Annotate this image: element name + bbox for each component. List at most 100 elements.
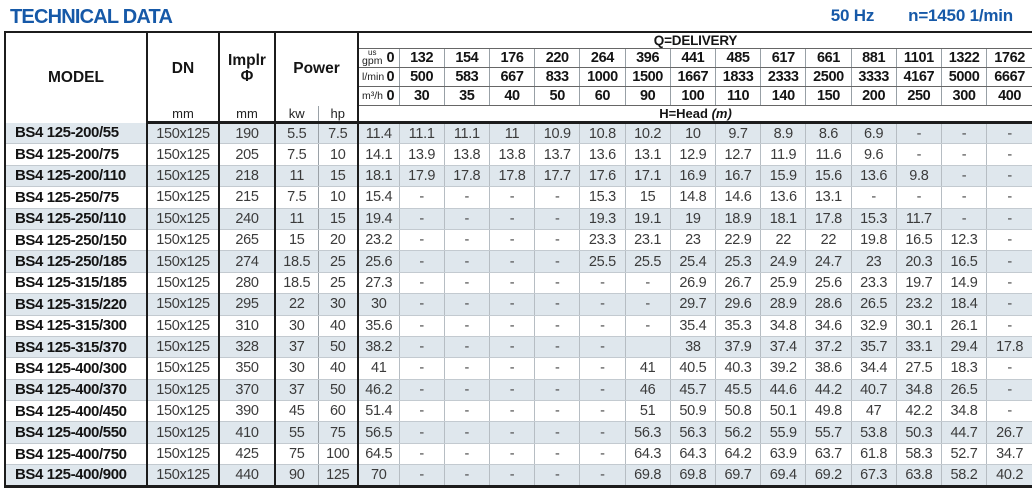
head-value-cell: - — [534, 464, 580, 487]
head-value-cell: 16.5 — [895, 229, 942, 252]
head-value-cell: 17.9 — [398, 165, 445, 188]
head-value-cell: - — [534, 421, 580, 444]
head-value-cell: - — [398, 379, 445, 402]
delivery-value: 1322 — [940, 48, 987, 68]
delivery-value: 881 — [850, 48, 897, 68]
head-value-cell: 67.3 — [850, 464, 897, 487]
delivery-value: 583 — [443, 67, 490, 87]
table-row: BS4 125-315/300 150x125 310 30 40 35.6- - - - - -3… — [5, 315, 1032, 337]
delivery-value: 1101 — [895, 48, 942, 68]
dn-cell: 150x125 — [147, 143, 220, 166]
head-value-cell: - — [940, 186, 987, 209]
model-cell: BS4 125-315/220 — [5, 293, 148, 316]
delivery-value: 100 — [669, 86, 716, 106]
dn-cell: 150x125 — [147, 208, 220, 230]
dn-cell: 150x125 — [147, 293, 220, 316]
head-value-cell: 44.7 — [940, 421, 987, 444]
hp-cell: 60 — [318, 400, 360, 423]
head-value-cell: 23.3 — [579, 229, 626, 252]
hp-unit-label: hp — [318, 105, 360, 124]
delivery-unit-label: m³/h 0 — [358, 86, 400, 106]
head-value-cell: 9.7 — [714, 122, 761, 145]
model-cell: BS4 125-315/300 — [5, 315, 148, 337]
implr-cell: 280 — [219, 272, 276, 295]
head-value-cell: - — [398, 464, 445, 487]
head-value-cell: 26.9 — [669, 272, 716, 295]
delivery-value: 485 — [714, 48, 761, 68]
head-value-cell: 45.7 — [669, 379, 716, 402]
head-value-cell: - — [534, 229, 580, 252]
table-row: BS4 125-200/110 150x125 218 11 15 18.1 17.9 17.… — [5, 165, 1032, 188]
delivery-value: 30 — [398, 86, 445, 106]
delivery-value: 3333 — [850, 67, 897, 87]
table-row: BS4 125-400/900 150x125 440 90 125 70- - - - -69.… — [5, 464, 1032, 487]
implr-cell: 205 — [219, 143, 276, 166]
head-value-cell: 13.6 — [579, 143, 626, 166]
kw-cell: 5.5 — [275, 122, 319, 145]
head-value-cell: - — [895, 143, 942, 166]
technical-data-table: MODEL DN Implr Φ Power Q=DELIVERY us gpm 0 1… — [4, 31, 1032, 488]
head-value-cell: - — [579, 379, 626, 402]
head-value-cell: 12.9 — [669, 143, 716, 166]
head-value-cell: 14.1 — [357, 143, 400, 166]
delivery-value: 200 — [850, 86, 897, 106]
head-value-cell: - — [940, 143, 987, 166]
head-value-cell: 38.6 — [805, 357, 852, 380]
head-value-cell: - — [986, 143, 1032, 166]
head-value-cell: 33.1 — [895, 336, 942, 359]
head-value-cell: 27.3 — [357, 272, 400, 295]
head-value-cell: 34.4 — [850, 357, 897, 380]
head-value-cell: 58.3 — [895, 443, 942, 466]
head-value-cell: - — [534, 336, 580, 359]
head-value-cell: 37.4 — [760, 336, 806, 359]
head-value-cell: 26.7 — [986, 421, 1032, 444]
delivery-value: 4167 — [895, 67, 942, 87]
delivery-value: 667 — [488, 67, 535, 87]
head-value-cell: - — [940, 208, 987, 230]
kw-cell: 90 — [275, 464, 319, 487]
table-row: BS4 125-200/75 150x125 205 7.5 10 14.1 13.9 13.… — [5, 143, 1032, 166]
delivery-value: 176 — [488, 48, 535, 68]
kw-cell: 30 — [275, 315, 319, 337]
table-row: BS4 125-250/150 150x125 265 15 20 23.2- - - -23.… — [5, 229, 1032, 252]
head-value-cell: - — [398, 357, 445, 380]
delivery-value: 140 — [760, 86, 806, 106]
head-value-cell: - — [986, 379, 1032, 402]
delivery-unit-label: l/min 0 — [358, 67, 400, 87]
delivery-value: 661 — [805, 48, 852, 68]
head-value-cell: 23.2 — [895, 293, 942, 316]
head-value-cell: 38 — [669, 336, 716, 359]
head-value-cell: 34.8 — [940, 400, 987, 423]
head-value-cell: 34.8 — [895, 379, 942, 402]
kw-cell: 18.5 — [275, 250, 319, 273]
delivery-value: 154 — [443, 48, 490, 68]
table-row: BS4 125-315/185 150x125 280 18.5 25 27.3- - - - -… — [5, 272, 1032, 295]
head-value-cell: - — [579, 272, 626, 295]
head-value-cell: 16.5 — [940, 250, 987, 273]
head-value-cell: - — [398, 336, 445, 359]
head-value-cell: 17.7 — [534, 165, 580, 188]
model-cell: BS4 125-400/900 — [5, 464, 148, 487]
hp-cell: 15 — [318, 208, 360, 230]
col-header-power: Power — [275, 32, 360, 106]
head-value-cell: - — [488, 250, 535, 273]
head-value-cell: 22 — [760, 229, 806, 252]
head-value-cell: 25.5 — [579, 250, 626, 273]
head-value-cell: 63.9 — [760, 443, 806, 466]
head-value-cell: - — [443, 379, 490, 402]
head-value-cell: - — [488, 464, 535, 487]
head-value-cell: - — [443, 357, 490, 380]
hp-cell: 25 — [318, 272, 360, 295]
implr-cell: 328 — [219, 336, 276, 359]
dn-cell: 150x125 — [147, 315, 220, 337]
head-value-cell: 17.8 — [443, 165, 490, 188]
head-value-cell: 8.9 — [760, 122, 806, 145]
head-value-cell: - — [534, 443, 580, 466]
table-row: BS4 125-250/110 150x125 240 11 15 19.4- - - -19.… — [5, 208, 1032, 230]
delivery-value: 1762 — [986, 48, 1032, 68]
dn-cell: 150x125 — [147, 229, 220, 252]
head-value-cell: 11.1 — [443, 122, 490, 145]
kw-cell: 55 — [275, 421, 319, 444]
head-value-cell: 35.4 — [669, 315, 716, 337]
head-value-cell: - — [443, 229, 490, 252]
